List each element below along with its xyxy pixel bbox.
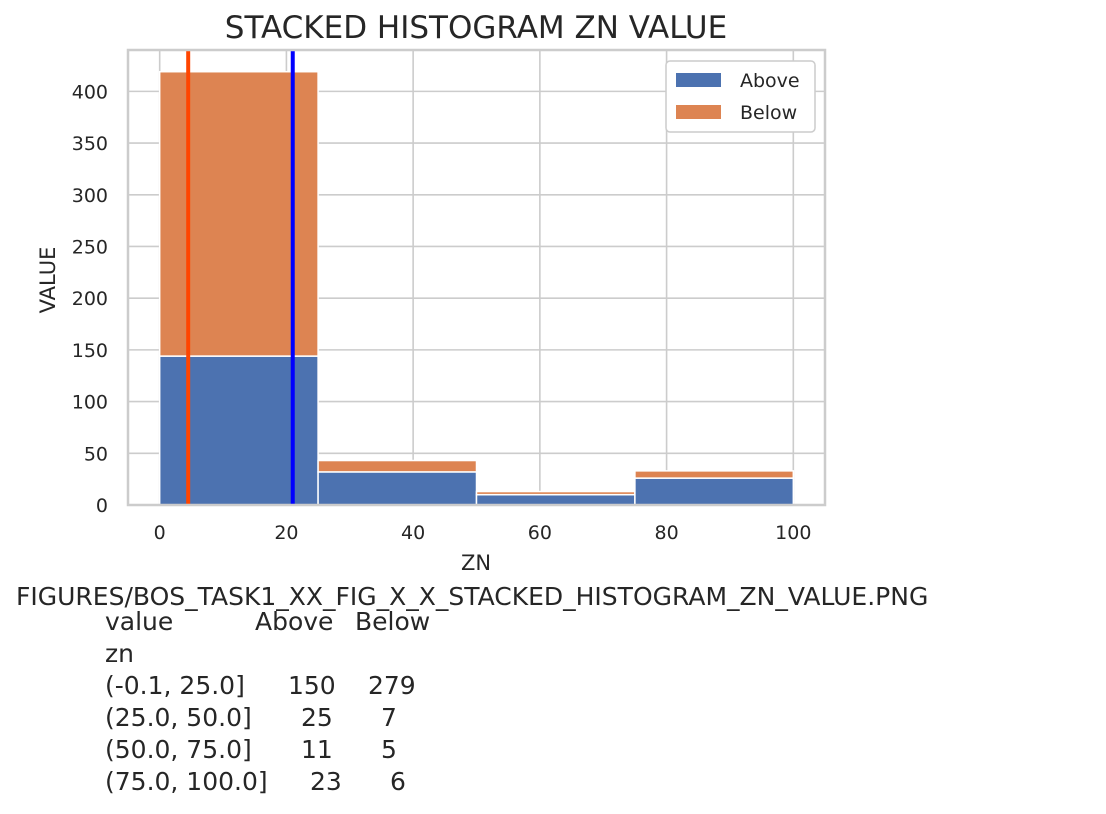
figure-path-caption: FIGURES/BOS_TASK1_XX_FIG_X_X_STACKED_HIS… bbox=[16, 582, 929, 611]
stacked-histogram-chart: 0 20 40 60 80 100 0 50 100 150 200 250 300 350 400 ST… bbox=[36, 10, 827, 575]
x-tick-label: 20 bbox=[274, 522, 298, 544]
reference-lines bbox=[186, 50, 295, 505]
x-tick-labels: 0 20 40 60 80 100 bbox=[154, 522, 812, 544]
y-tick-label: 300 bbox=[72, 185, 108, 207]
bar-below bbox=[317, 459, 478, 473]
table-row-label: (-0.1, 25.0] bbox=[105, 671, 245, 700]
x-tick-label: 60 bbox=[528, 522, 552, 544]
legend-swatch-above bbox=[676, 73, 721, 87]
table-row-label: (75.0, 100.0] bbox=[105, 767, 268, 796]
y-tick-label: 400 bbox=[72, 81, 108, 103]
table-cell-below: 6 bbox=[390, 767, 406, 796]
legend-label-above: Above bbox=[740, 70, 800, 92]
bar-above bbox=[634, 477, 795, 506]
x-tick-label: 100 bbox=[775, 522, 811, 544]
table-cell-above: 150 bbox=[288, 671, 336, 700]
table-cell-above: 11 bbox=[301, 735, 333, 764]
plot-frame bbox=[126, 48, 827, 507]
bar-above bbox=[317, 471, 478, 506]
table-cell-above: 25 bbox=[301, 703, 333, 732]
table-col-below: Below bbox=[355, 607, 431, 636]
table-col-header: value bbox=[105, 607, 174, 636]
y-axis-label: VALUE bbox=[36, 247, 60, 314]
y-tick-label: 0 bbox=[96, 495, 108, 517]
bar-above bbox=[475, 493, 636, 506]
y-tick-label: 150 bbox=[72, 340, 108, 362]
table-cell-below: 279 bbox=[368, 671, 416, 700]
x-tick-label: 0 bbox=[154, 522, 166, 544]
table-row-label: (50.0, 75.0] bbox=[105, 735, 252, 764]
y-tick-labels: 0 50 100 150 200 250 300 350 400 bbox=[72, 81, 108, 517]
legend: Above Below bbox=[665, 60, 816, 133]
table-cell-below: 7 bbox=[381, 703, 397, 732]
bar-below bbox=[475, 490, 636, 496]
y-tick-label: 200 bbox=[72, 288, 108, 310]
x-tick-label: 80 bbox=[654, 522, 678, 544]
x-tick-label: 40 bbox=[401, 522, 425, 544]
table-index-name: zn bbox=[105, 639, 134, 668]
y-tick-label: 50 bbox=[84, 443, 108, 465]
legend-swatch-below bbox=[676, 105, 721, 119]
chart-title: STACKED HISTOGRAM ZN VALUE bbox=[225, 10, 727, 46]
y-tick-label: 350 bbox=[72, 133, 108, 155]
table-cell-below: 5 bbox=[381, 735, 397, 764]
table-col-above: Above bbox=[255, 607, 334, 636]
table-cell-above: 23 bbox=[310, 767, 342, 796]
legend-label-below: Below bbox=[740, 102, 797, 124]
bar-below bbox=[634, 470, 795, 479]
table-row-label: (25.0, 50.0] bbox=[105, 703, 252, 732]
y-tick-label: 100 bbox=[72, 392, 108, 414]
x-axis-label: ZN bbox=[461, 551, 491, 575]
y-tick-label: 250 bbox=[72, 236, 108, 258]
